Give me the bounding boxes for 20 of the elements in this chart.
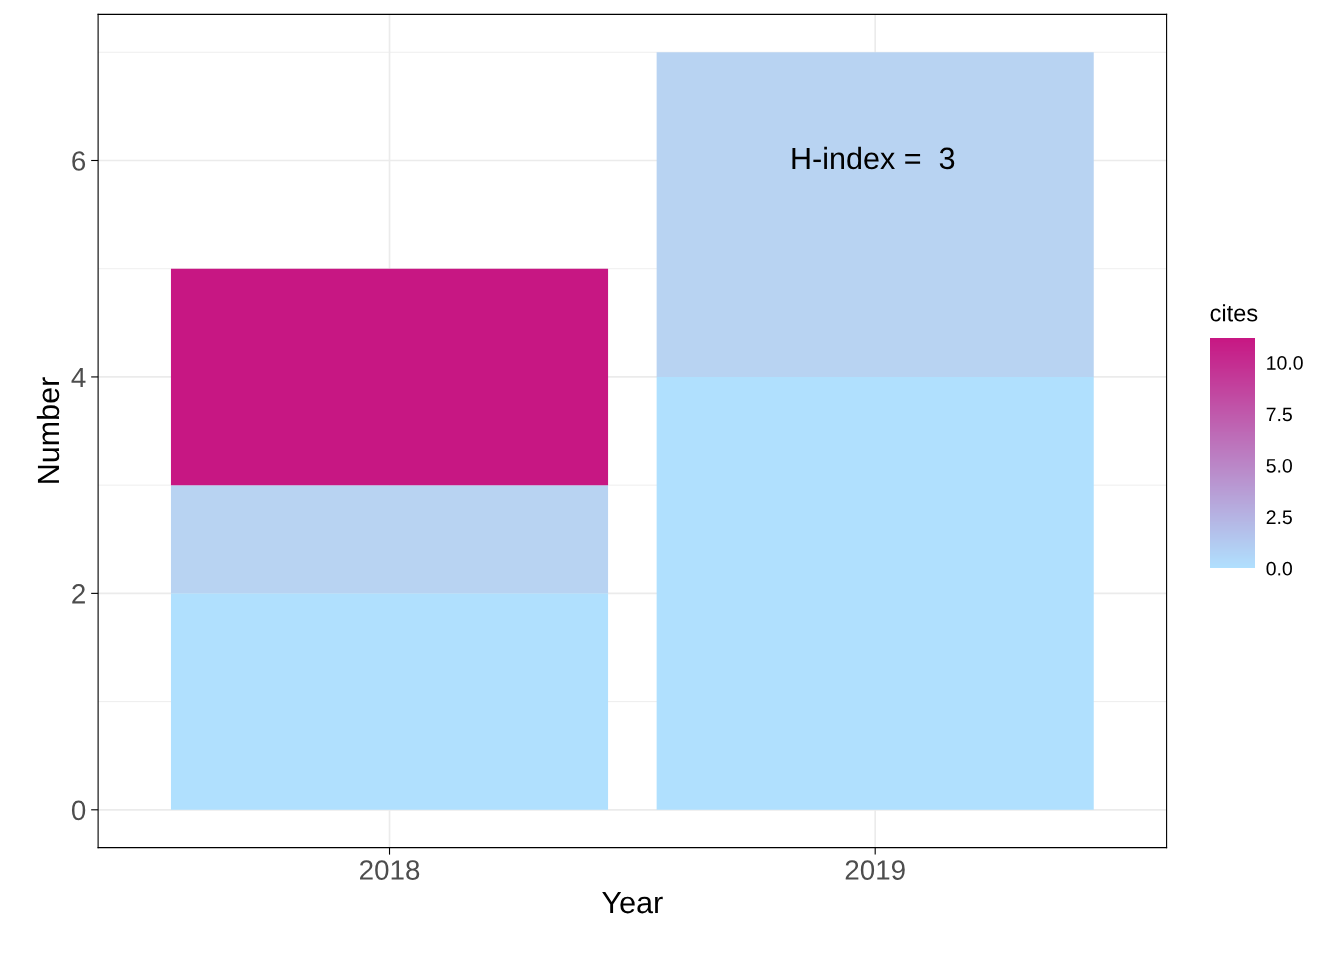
color-bar-label: 5.0 <box>1266 458 1292 473</box>
bar <box>656 376 1094 810</box>
color-bar-label: 7.5 <box>1266 407 1292 422</box>
y-tick-label: 0 <box>71 800 86 821</box>
bar <box>170 485 609 594</box>
annotation: H-index = 3 <box>792 146 955 170</box>
x-axis-title: Year <box>602 892 663 914</box>
bar <box>656 52 1094 377</box>
color-bar-title: cites <box>1210 304 1258 322</box>
color-bar-label: 0.0 <box>1266 561 1292 576</box>
x-tick-label: 2019 <box>845 860 905 880</box>
bar <box>170 593 609 810</box>
y-tick-label: 2 <box>72 584 85 604</box>
x-tick-label: 2018 <box>360 860 420 880</box>
color-bar-label: 10.0 <box>1267 356 1303 370</box>
y-tick-label: 6 <box>72 151 86 171</box>
color-bar-label: 2.5 <box>1266 510 1292 525</box>
y-axis-title: Number <box>36 377 60 483</box>
bar <box>170 268 609 486</box>
y-tick-label: 4 <box>71 367 86 387</box>
